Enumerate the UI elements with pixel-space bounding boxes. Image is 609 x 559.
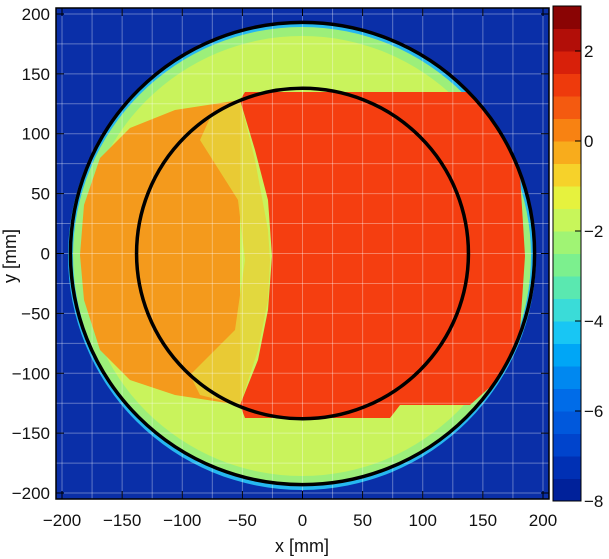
y-axis-title: y [mm] (0, 229, 20, 283)
colorbar-band (553, 366, 581, 389)
colorbar-band (553, 6, 581, 29)
x-axis-title: x [mm] (275, 536, 329, 556)
y-tick-label: −50 (21, 304, 50, 323)
x-tick-label: −50 (228, 511, 257, 530)
x-tick-label: −100 (163, 511, 201, 530)
y-tick-label: −100 (12, 364, 50, 383)
colorbar-tick-label: 2 (584, 42, 593, 61)
y-tick-label: −150 (12, 424, 50, 443)
colorbar-band (553, 298, 581, 322)
colorbar-band (553, 253, 581, 277)
y-tick-label: 150 (22, 65, 50, 84)
x-axis: −200 −150 −100 −50 0 50 100 150 200 (43, 8, 557, 530)
colorbar-band (553, 96, 581, 119)
y-tick-label: 50 (31, 185, 50, 204)
colorbar-band (553, 388, 581, 412)
colorbar-band (553, 163, 581, 187)
y-tick-label: 0 (41, 245, 50, 264)
colorbar-band (553, 456, 581, 479)
colorbar-band (553, 343, 581, 367)
x-tick-label: 0 (298, 511, 307, 530)
colorbar-band (553, 28, 581, 52)
colorbar: 2 0 −2 −4 −6 −8 (552, 5, 603, 511)
overlay-circles (68, 20, 537, 487)
colorbar-band (553, 321, 581, 344)
x-tick-label: 50 (353, 511, 372, 530)
colorbar-tick-label: −8 (584, 492, 603, 511)
inner-left-region-edge (190, 100, 270, 405)
y-tick-label: −200 (12, 484, 50, 503)
inner-right-region (240, 92, 525, 418)
plot-area (55, 7, 550, 500)
colorbar-band (553, 208, 581, 232)
x-tick-label: −150 (103, 511, 141, 530)
x-tick-label: 100 (409, 511, 437, 530)
colorbar-band (553, 276, 581, 299)
colorbar-tick-label: −4 (584, 312, 603, 331)
colorbar-band (553, 118, 581, 142)
colorbar-tick-label: 0 (584, 132, 593, 151)
inner-left-region (80, 100, 240, 405)
y-tick-label: 200 (22, 5, 50, 24)
colorbar-band (553, 51, 581, 74)
y-axis: −200 −150 −100 −50 0 50 100 150 200 (12, 5, 549, 503)
colorbar-tick-label: −2 (584, 222, 603, 241)
x-tick-label: 200 (529, 511, 557, 530)
colorbar-band (553, 433, 581, 457)
colorbar-band (553, 478, 581, 502)
x-tick-label: 150 (469, 511, 497, 530)
colorbar-band (553, 231, 581, 254)
x-tick-label: −200 (43, 511, 81, 530)
colorbar-band (553, 186, 581, 209)
overlay-circle-1 (134, 86, 471, 421)
colorbar-band (553, 141, 581, 164)
y-tick-label: 100 (22, 125, 50, 144)
colorbar-band (553, 411, 581, 434)
colorbar-band (553, 73, 581, 97)
colorbar-frame (552, 5, 582, 502)
overlay-circle-0 (68, 20, 537, 487)
colorbar-tick-label: −6 (584, 402, 603, 421)
